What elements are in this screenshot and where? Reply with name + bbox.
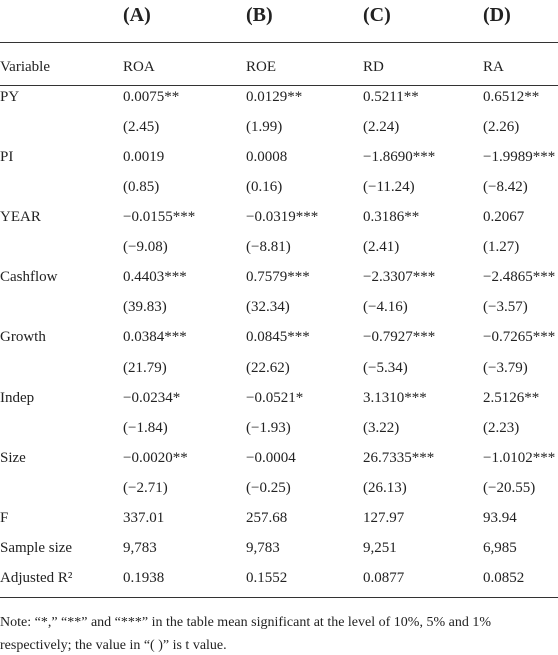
table-cell: (−20.55) xyxy=(483,479,536,496)
table-cell: −1.9989*** xyxy=(483,149,556,166)
table-cell: 0.0384*** xyxy=(123,329,187,346)
column-label: (D) xyxy=(483,4,511,26)
row-label: Size xyxy=(0,449,26,466)
header-cell: ROE xyxy=(246,59,276,75)
table-cell: −2.4865*** xyxy=(483,269,556,286)
table-cell: (−4.16) xyxy=(363,299,408,316)
table-cell: −1.0102*** xyxy=(483,449,556,466)
table-cell: (2.41) xyxy=(363,239,400,256)
table-cell: −0.0020** xyxy=(123,449,188,466)
row-label: F xyxy=(0,509,9,526)
table-cell: 9,251 xyxy=(363,539,397,556)
table-cell: (2.23) xyxy=(483,419,520,436)
column-label: (B) xyxy=(246,4,273,26)
table-cell: (0.85) xyxy=(123,179,160,196)
table-cell: 26.7335*** xyxy=(363,449,435,466)
table-cell: (−8.42) xyxy=(483,179,528,196)
table-cell: (39.83) xyxy=(123,299,167,316)
row-label: PI xyxy=(0,149,14,166)
table-cell: (2.45) xyxy=(123,119,160,136)
table-cell: 0.0852 xyxy=(483,569,525,586)
table-cell: (3.22) xyxy=(363,419,400,436)
table-cell: (1.27) xyxy=(483,239,520,256)
rule xyxy=(0,85,558,86)
table-cell: 0.0845*** xyxy=(246,329,310,346)
table-cell: (−3.57) xyxy=(483,299,528,316)
table-cell: 337.01 xyxy=(123,509,165,526)
rule xyxy=(0,42,558,43)
table-cell: (−2.71) xyxy=(123,479,168,496)
table-cell: (26.13) xyxy=(363,479,407,496)
table-cell: 0.7579*** xyxy=(246,269,310,286)
table-cell: (21.79) xyxy=(123,359,167,376)
column-label: (C) xyxy=(363,4,391,26)
table-cell: (22.62) xyxy=(246,359,290,376)
row-label: PY xyxy=(0,89,20,105)
table-cell: 0.1938 xyxy=(123,569,165,586)
table-cell: 9,783 xyxy=(246,539,280,556)
table-cell: 257.68 xyxy=(246,509,288,526)
table-cell: 9,783 xyxy=(123,539,157,556)
table-cell: (−8.81) xyxy=(246,239,291,256)
table-cell: −0.7265*** xyxy=(483,329,556,346)
table-cell: (2.24) xyxy=(363,119,400,136)
column-label: (A) xyxy=(123,4,151,26)
header-cell: RD xyxy=(363,59,384,75)
row-label: YEAR xyxy=(0,209,41,226)
table-cell: (−9.08) xyxy=(123,239,168,256)
row-label: Indep xyxy=(0,389,35,406)
table-cell: (−5.34) xyxy=(363,359,408,376)
table-cell: −2.3307*** xyxy=(363,269,436,286)
row-label: Cashflow xyxy=(0,269,58,286)
table-cell: 0.2067 xyxy=(483,209,525,226)
header-cell: RA xyxy=(483,59,504,75)
row-label: Adjusted R² xyxy=(0,569,73,586)
table-cell: (−1.93) xyxy=(246,419,291,436)
table-cell: 0.0129** xyxy=(246,89,303,105)
table-cell: −0.0521* xyxy=(246,389,304,406)
table-cell: 0.0877 xyxy=(363,569,405,586)
table-note: Note: “*,” “**” and “***” in the table m… xyxy=(0,615,491,653)
table-cell: (2.26) xyxy=(483,119,520,136)
table-cell: 93.94 xyxy=(483,509,517,526)
table-cell: 0.4403*** xyxy=(123,269,187,286)
table-cell: −0.0319*** xyxy=(246,209,319,226)
table-cell: 0.5211** xyxy=(363,89,419,105)
table-cell: −0.7927*** xyxy=(363,329,436,346)
table-cell: 6,985 xyxy=(483,539,517,556)
table-cell: 2.5126** xyxy=(483,389,540,406)
table-cell: (−0.25) xyxy=(246,479,291,496)
table-cell: 0.0008 xyxy=(246,149,288,166)
table-cell: 0.1552 xyxy=(246,569,288,586)
table-cell: −0.0155*** xyxy=(123,209,196,226)
rule xyxy=(0,597,558,598)
table-cell: 0.0019 xyxy=(123,149,165,166)
row-label: Growth xyxy=(0,329,46,346)
table-cell: (−3.79) xyxy=(483,359,528,376)
table-cell: −1.8690*** xyxy=(363,149,436,166)
header-cell: ROA xyxy=(123,59,155,75)
table-cell: 0.0075** xyxy=(123,89,180,105)
table-cell: (0.16) xyxy=(246,179,283,196)
table-cell: (32.34) xyxy=(246,299,290,316)
table-cell: (1.99) xyxy=(246,119,283,136)
table-cell: 127.97 xyxy=(363,509,405,526)
header-cell: Variable xyxy=(0,59,50,75)
table-cell: (−11.24) xyxy=(363,179,415,196)
table-cell: −0.0004 xyxy=(246,449,296,466)
row-label: Sample size xyxy=(0,539,73,556)
table-cell: 0.3186** xyxy=(363,209,420,226)
table-cell: (−1.84) xyxy=(123,419,168,436)
table-cell: −0.0234* xyxy=(123,389,181,406)
table-cell: 3.1310*** xyxy=(363,389,427,406)
table-cell: 0.6512** xyxy=(483,89,540,105)
